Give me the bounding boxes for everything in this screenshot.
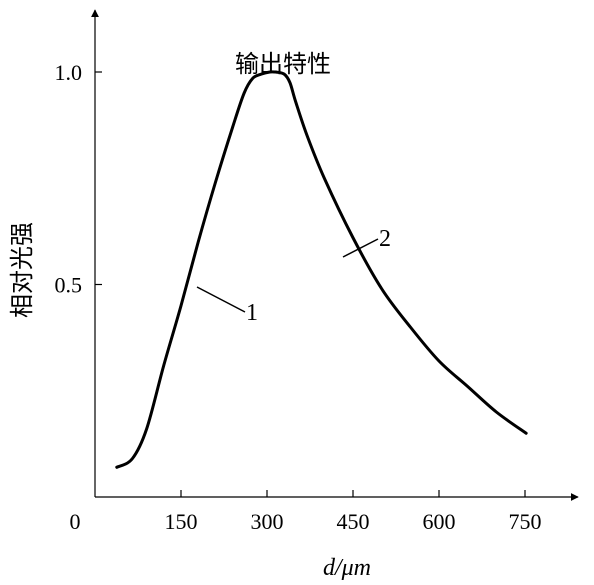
- x-tick-label-0: 0: [70, 509, 81, 534]
- x-tick-label-300: 300: [251, 509, 284, 534]
- curve-2: [274, 70, 528, 435]
- curve-1-label: 1: [246, 300, 258, 326]
- y-axis-label: 相对光强: [8, 222, 36, 318]
- curves: [115, 70, 528, 469]
- curve-2-label: 2: [379, 226, 391, 252]
- y-tick-label-0.5: 0.5: [55, 273, 83, 298]
- ticks: 0 150 300 450 600 750 0.5 1.0: [55, 60, 542, 534]
- y-tick-label-1.0: 1.0: [55, 60, 83, 85]
- curve-1-leader-line: [196, 286, 246, 313]
- x-tick-label-750: 750: [509, 509, 542, 534]
- x-tick-label-450: 450: [337, 509, 370, 534]
- x-tick-label-150: 150: [165, 509, 198, 534]
- chart-title: 输出特性: [235, 50, 331, 78]
- x-tick-label-600: 600: [423, 509, 456, 534]
- x-axis-label: d/μm: [323, 555, 371, 581]
- curve-1: [115, 70, 278, 469]
- curve-2-leader-line: [342, 238, 379, 258]
